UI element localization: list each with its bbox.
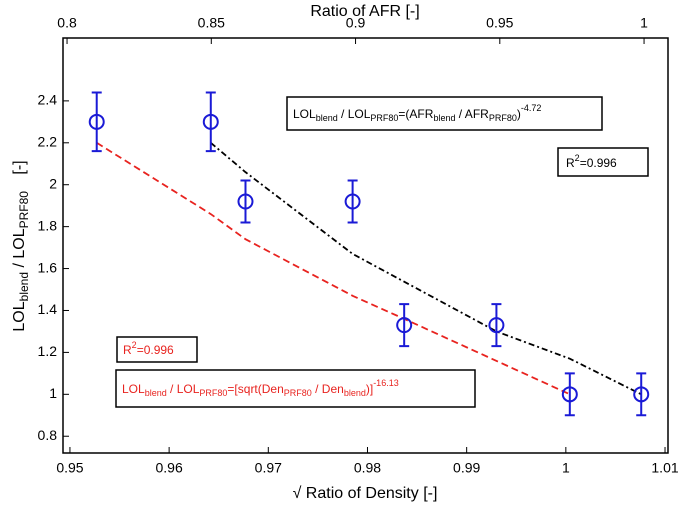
annotation-box <box>115 369 476 408</box>
y-tick-label: 1.4 <box>38 301 58 317</box>
ann-part: LOL <box>293 107 316 121</box>
annotation-text: R2=0.996 <box>123 340 174 357</box>
ann-part: R <box>123 343 132 357</box>
ann-part: -16.13 <box>373 378 399 388</box>
annotation: LOLblend / LOLPRF80=(AFRblend / AFRPRF80… <box>286 96 603 131</box>
ann-part: )] <box>366 382 373 396</box>
ann-part: =(AFR <box>398 107 433 121</box>
y-label-part: LOL <box>11 301 28 331</box>
error-bar-line <box>240 179 251 224</box>
point <box>396 317 413 334</box>
y-tick-label: 1.6 <box>38 259 58 275</box>
ann-part: PRF80 <box>284 388 312 398</box>
annotation: R2=0.996 <box>557 147 649 177</box>
ann-part: =[sqrt(Den <box>227 382 283 396</box>
plot-frame <box>62 37 669 454</box>
annotation-text: R2=0.996 <box>566 153 617 170</box>
annotation-text: LOLblend / LOLPRF80=(AFRblend / AFRPRF80… <box>293 103 541 123</box>
y-axis-label: LOLblend / LOLPRF80 [-] <box>11 160 31 331</box>
x-tick-label: 1 <box>562 460 570 476</box>
error-bar-line <box>636 372 647 417</box>
ann-part: R <box>566 156 575 170</box>
x2-tick-label: 0.95 <box>486 15 513 31</box>
y-tick-label: 2.4 <box>38 92 58 108</box>
annotation-box <box>557 147 649 177</box>
x-tick-label: 1.01 <box>651 460 678 476</box>
ann-part: PRF80 <box>370 113 398 123</box>
y-label-part: blend <box>17 272 31 301</box>
x-tick-label: 0.97 <box>255 460 282 476</box>
ann-part: / LOL <box>167 382 200 396</box>
y-tick-label: 1.8 <box>38 217 58 233</box>
ann-part: 2 <box>132 340 137 350</box>
ann-part: LOL <box>122 382 145 396</box>
ann-part: -4.72 <box>521 103 542 113</box>
y-tick-label: 2 <box>49 175 57 191</box>
annotation-box <box>116 336 198 363</box>
point <box>344 193 361 210</box>
ann-part: 2 <box>575 153 580 163</box>
plot-area <box>63 38 666 453</box>
y-tick-label: 2.2 <box>38 134 58 150</box>
error-bar <box>347 179 358 224</box>
point <box>202 113 219 130</box>
x2-tick-label: 0.8 <box>57 15 77 31</box>
ann-part: / Den <box>312 382 344 396</box>
x2-axis-label: Ratio of AFR [-] <box>310 3 419 20</box>
y-tick-label: 1 <box>49 385 57 401</box>
x-tick-label: 0.99 <box>453 460 480 476</box>
error-bar <box>91 91 102 153</box>
error-bar-line <box>91 91 102 153</box>
ann-part: =0.996 <box>580 156 617 170</box>
y-label-part: / LOL <box>11 228 28 272</box>
x2-tick-label: 0.85 <box>198 15 225 31</box>
error-bar-line <box>564 372 575 417</box>
error-bar-line <box>205 91 216 153</box>
x2-tick-label: 0.9 <box>346 15 366 31</box>
ann-part: blend <box>316 113 338 123</box>
annotation-text: LOLblend / LOLPRF80=[sqrt(DenPRF80 / Den… <box>122 378 399 398</box>
ann-part: PRF80 <box>489 113 517 123</box>
error-bar <box>564 372 575 417</box>
error-bar-line <box>347 179 358 224</box>
y-tick-label: 1.2 <box>38 343 58 359</box>
point <box>561 386 578 403</box>
annotation: LOLblend / LOLPRF80=[sqrt(DenPRF80 / Den… <box>115 369 476 408</box>
point <box>488 317 505 334</box>
point <box>88 113 105 130</box>
x-tick-label: 0.95 <box>56 460 83 476</box>
error-bar <box>240 179 251 224</box>
ann-part: PRF80 <box>199 388 227 398</box>
x-tick-label: 0.96 <box>155 460 182 476</box>
annotation: R2=0.996 <box>116 336 198 363</box>
ann-part: / LOL <box>338 107 371 121</box>
ann-part: blend <box>433 113 455 123</box>
error-bar-line <box>399 303 410 348</box>
x-tick-label: 0.98 <box>354 460 381 476</box>
annotation-box <box>286 96 603 131</box>
ann-part: =0.996 <box>137 343 174 357</box>
x-axis-label: √ Ratio of Density [-] <box>293 485 438 502</box>
error-bar <box>636 372 647 417</box>
y-tick-label: 0.8 <box>38 427 58 443</box>
y-label-part: PRF80 <box>17 191 31 229</box>
error-bar <box>399 303 410 348</box>
point <box>237 193 254 210</box>
error-bar <box>205 91 216 153</box>
y-label-part: [-] <box>11 160 28 179</box>
fit-line <box>96 142 571 396</box>
ann-part: / AFR <box>455 107 489 121</box>
fit-line <box>210 142 642 396</box>
x2-tick-label: 1 <box>640 15 648 31</box>
error-bar <box>491 303 502 348</box>
point <box>633 386 650 403</box>
ann-part: blend <box>344 388 366 398</box>
error-bar-line <box>491 303 502 348</box>
ann-part: ) <box>517 107 521 121</box>
ann-part: blend <box>145 388 167 398</box>
